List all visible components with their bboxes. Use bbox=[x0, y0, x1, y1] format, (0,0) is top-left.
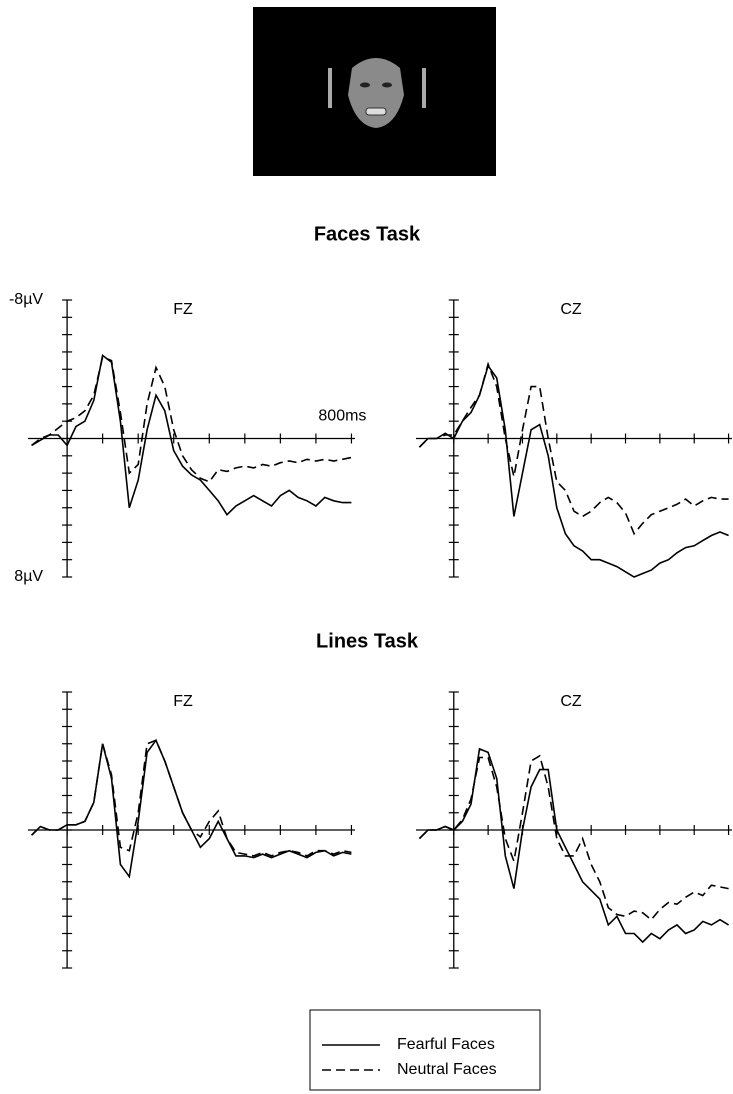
waveform bbox=[419, 749, 728, 942]
waveform bbox=[32, 357, 352, 482]
legend-label: Fearful Faces bbox=[397, 1036, 495, 1053]
x-tick-label: 800ms bbox=[318, 408, 366, 425]
waveform bbox=[32, 355, 352, 514]
waveform bbox=[419, 364, 728, 534]
figure: Faces Task Lines Task -8µV 8µV 800ms FZ CZ FZ… bbox=[0, 0, 733, 1094]
waveform bbox=[419, 366, 728, 577]
section-title: Lines Task bbox=[316, 630, 419, 652]
section-title: Faces Task bbox=[314, 223, 421, 245]
waveform bbox=[419, 756, 728, 920]
chart-title: CZ bbox=[560, 301, 582, 318]
y-tick-label: 8µV bbox=[14, 568, 43, 585]
stimulus-image bbox=[253, 7, 496, 176]
y-tick-label: -8µV bbox=[9, 291, 43, 308]
waveform bbox=[32, 740, 352, 876]
chart-title: FZ bbox=[173, 693, 193, 710]
legend-label: Neutral Faces bbox=[397, 1061, 497, 1078]
waveform bbox=[32, 740, 352, 856]
chart-title: CZ bbox=[560, 693, 582, 710]
chart-title: FZ bbox=[173, 301, 193, 318]
